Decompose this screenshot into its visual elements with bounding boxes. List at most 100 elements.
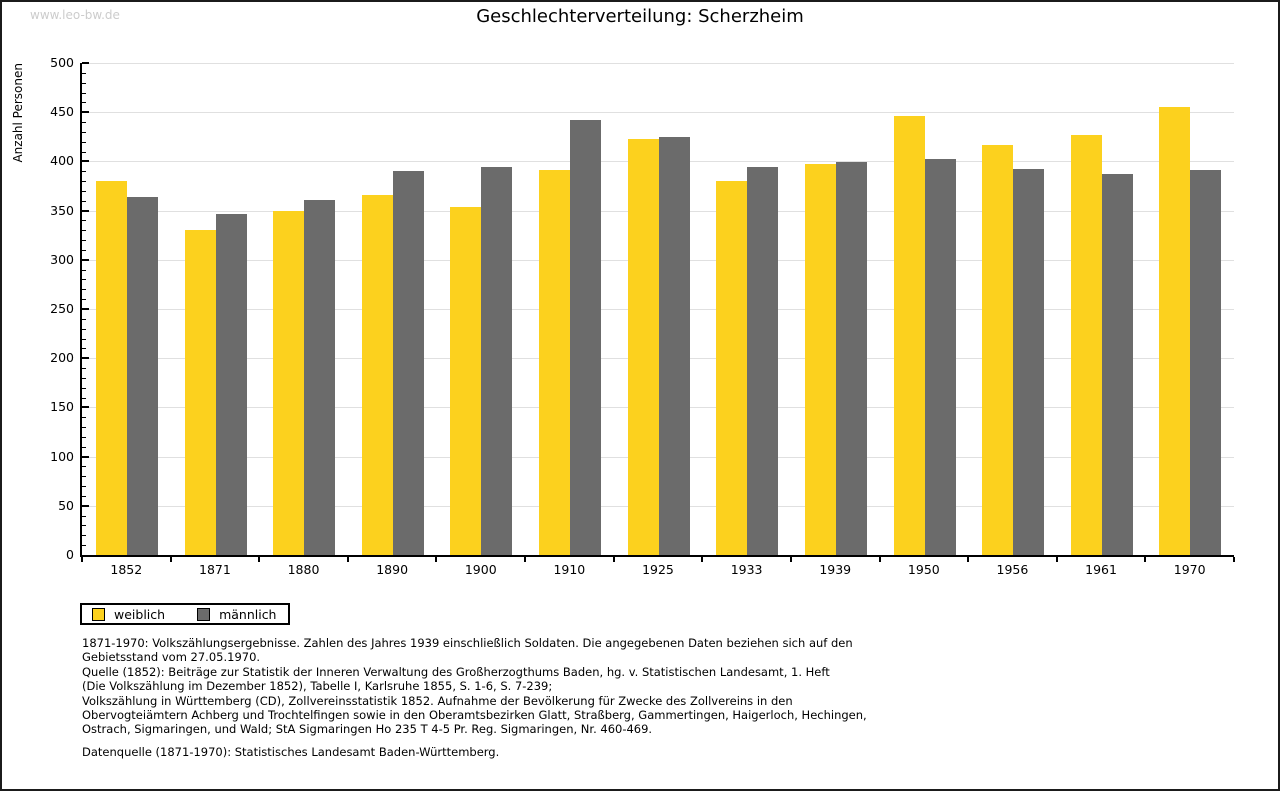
bar-männlich-1852 — [127, 196, 158, 555]
y-tick-290 — [82, 269, 86, 271]
y-tick-270 — [82, 289, 86, 291]
bar-männlich-1871 — [215, 213, 247, 555]
x-label-1852: 1852 — [110, 562, 143, 577]
x-tick-2 — [258, 557, 261, 562]
bar-weiblich-1933 — [716, 181, 748, 555]
y-tick-260 — [82, 299, 86, 301]
y-tick-440 — [82, 122, 86, 124]
y-tick-120 — [82, 436, 86, 438]
y-tick-430 — [82, 131, 86, 133]
y-tick-100 — [82, 455, 89, 458]
x-label-1970: 1970 — [1173, 562, 1206, 577]
y-tick-380 — [82, 181, 86, 183]
y-tick-490 — [82, 72, 86, 74]
note-line: (Die Volkszählung im Dezember 1852), Tab… — [82, 679, 553, 694]
x-tick-0 — [81, 557, 83, 562]
maennlich-swatch-icon — [197, 607, 211, 621]
note-line: Volkszählung in Württemberg (CD), Zollve… — [82, 693, 793, 708]
y-label-200: 200 — [50, 350, 74, 366]
bar-weiblich-1950 — [893, 116, 925, 555]
y-tick-130 — [82, 427, 86, 429]
bar-männlich-1925 — [658, 136, 690, 555]
y-label-50: 50 — [58, 497, 74, 513]
x-label-1950: 1950 — [907, 562, 940, 577]
y-label-100: 100 — [50, 448, 74, 464]
y-tick-140 — [82, 417, 86, 419]
y-tick-200 — [82, 357, 89, 360]
x-label-1956: 1956 — [996, 562, 1029, 577]
y-tick-90 — [82, 466, 86, 468]
y-tick-50 — [82, 504, 89, 507]
y-tick-10 — [82, 545, 86, 547]
x-label-1961: 1961 — [1085, 562, 1117, 577]
bar-weiblich-1880 — [273, 210, 305, 555]
y-label-0: 0 — [66, 547, 74, 562]
bar-weiblich-1961 — [1070, 134, 1102, 555]
y-label-300: 300 — [50, 251, 74, 267]
y-tick-30 — [82, 525, 86, 527]
legend-label-weiblich: weiblich — [114, 606, 166, 622]
y-tick-180 — [82, 377, 86, 379]
legend-label-maennlich: männlich — [219, 606, 277, 622]
y-tick-390 — [82, 171, 86, 173]
x-tick-10 — [967, 557, 970, 562]
bar-weiblich-1910 — [539, 170, 571, 555]
y-tick-360 — [82, 200, 86, 202]
y-tick-190 — [82, 368, 86, 370]
x-tick-4 — [435, 557, 438, 562]
y-tick-310 — [82, 249, 86, 251]
gridline-450 — [82, 112, 1234, 114]
y-tick-340 — [82, 220, 86, 222]
bar-weiblich-1890 — [361, 194, 393, 555]
y-tick-40 — [82, 515, 86, 517]
x-tick-5 — [524, 557, 527, 562]
source-notes: 1871-1970: Volkszählungsergebnisse. Zahl… — [82, 636, 867, 759]
bar-weiblich-1871 — [184, 230, 216, 555]
bar-männlich-1890 — [392, 171, 424, 555]
y-tick-450 — [82, 111, 89, 114]
y-tick-220 — [82, 338, 86, 340]
bar-männlich-1970 — [1190, 170, 1222, 555]
y-tick-500 — [82, 62, 89, 64]
legend-entry-weiblich: weiblich — [92, 607, 165, 622]
y-tick-80 — [82, 476, 86, 478]
x-label-1871: 1871 — [199, 562, 231, 577]
plot-area — [80, 62, 1235, 562]
y-tick-410 — [82, 151, 86, 153]
y-tick-330 — [82, 230, 86, 232]
y-tick-470 — [82, 92, 86, 94]
x-tick-7 — [701, 557, 704, 562]
y-tick-280 — [82, 279, 86, 281]
y-tick-110 — [82, 446, 86, 448]
y-tick-70 — [82, 486, 86, 488]
bar-männlich-1933 — [747, 167, 779, 555]
y-axis-labels: 0 50 100 150 200 250 300 350 400 450 500 — [2, 55, 78, 562]
watermark: www.leo-bw.de — [30, 8, 120, 22]
bar-weiblich-1852 — [96, 181, 127, 555]
y-tick-350 — [82, 209, 89, 212]
note-line: 1871-1970: Volkszählungsergebnisse. Zahl… — [82, 636, 853, 650]
y-label-400: 400 — [50, 153, 74, 169]
bar-weiblich-1900 — [450, 206, 482, 555]
x-tick-3 — [346, 557, 349, 562]
note-line: Quelle (1852): Beiträge zur Statistik de… — [82, 664, 830, 679]
bar-weiblich-1925 — [627, 138, 659, 555]
bar-männlich-1900 — [481, 167, 513, 555]
gridline-500 — [82, 63, 1234, 64]
x-tick-1 — [169, 557, 172, 562]
y-tick-230 — [82, 328, 86, 330]
x-tick-6 — [612, 557, 615, 562]
x-tick-11 — [1055, 557, 1058, 562]
bar-männlich-1961 — [1101, 174, 1133, 555]
bar-weiblich-1970 — [1159, 107, 1191, 555]
x-axis-labels: 1852 1871 1880 1890 1900 1910 1925 1933 1939 1950… — [82, 562, 1234, 580]
bar-männlich-1910 — [570, 120, 602, 555]
datasource-line: Datenquelle (1871-1970): Statistisches L… — [82, 744, 500, 759]
y-tick-150 — [82, 406, 89, 409]
note-line: Obervogteiämtern Achberg und Trochtelfin… — [82, 708, 867, 723]
x-label-1880: 1880 — [287, 562, 320, 577]
x-label-1933: 1933 — [730, 562, 763, 577]
y-tick-210 — [82, 348, 86, 350]
y-tick-250 — [82, 308, 89, 310]
